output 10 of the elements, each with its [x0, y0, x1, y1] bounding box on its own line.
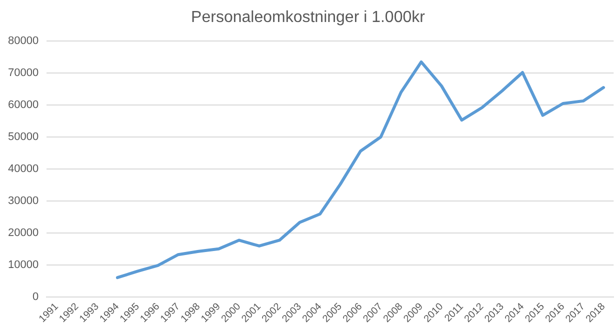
y-tick-label: 0 — [32, 290, 39, 303]
y-tick-label: 10000 — [8, 258, 39, 271]
y-tick-label: 60000 — [8, 99, 39, 112]
y-tick-label: 40000 — [8, 163, 39, 176]
y-tick-label: 20000 — [8, 226, 39, 239]
y-tick-label: 50000 — [8, 131, 39, 144]
y-tick-label: 70000 — [8, 67, 39, 80]
chart-title: Personaleomkostninger i 1.000kr — [191, 9, 426, 26]
y-tick-label: 30000 — [8, 194, 39, 207]
y-tick-label: 80000 — [8, 35, 39, 48]
